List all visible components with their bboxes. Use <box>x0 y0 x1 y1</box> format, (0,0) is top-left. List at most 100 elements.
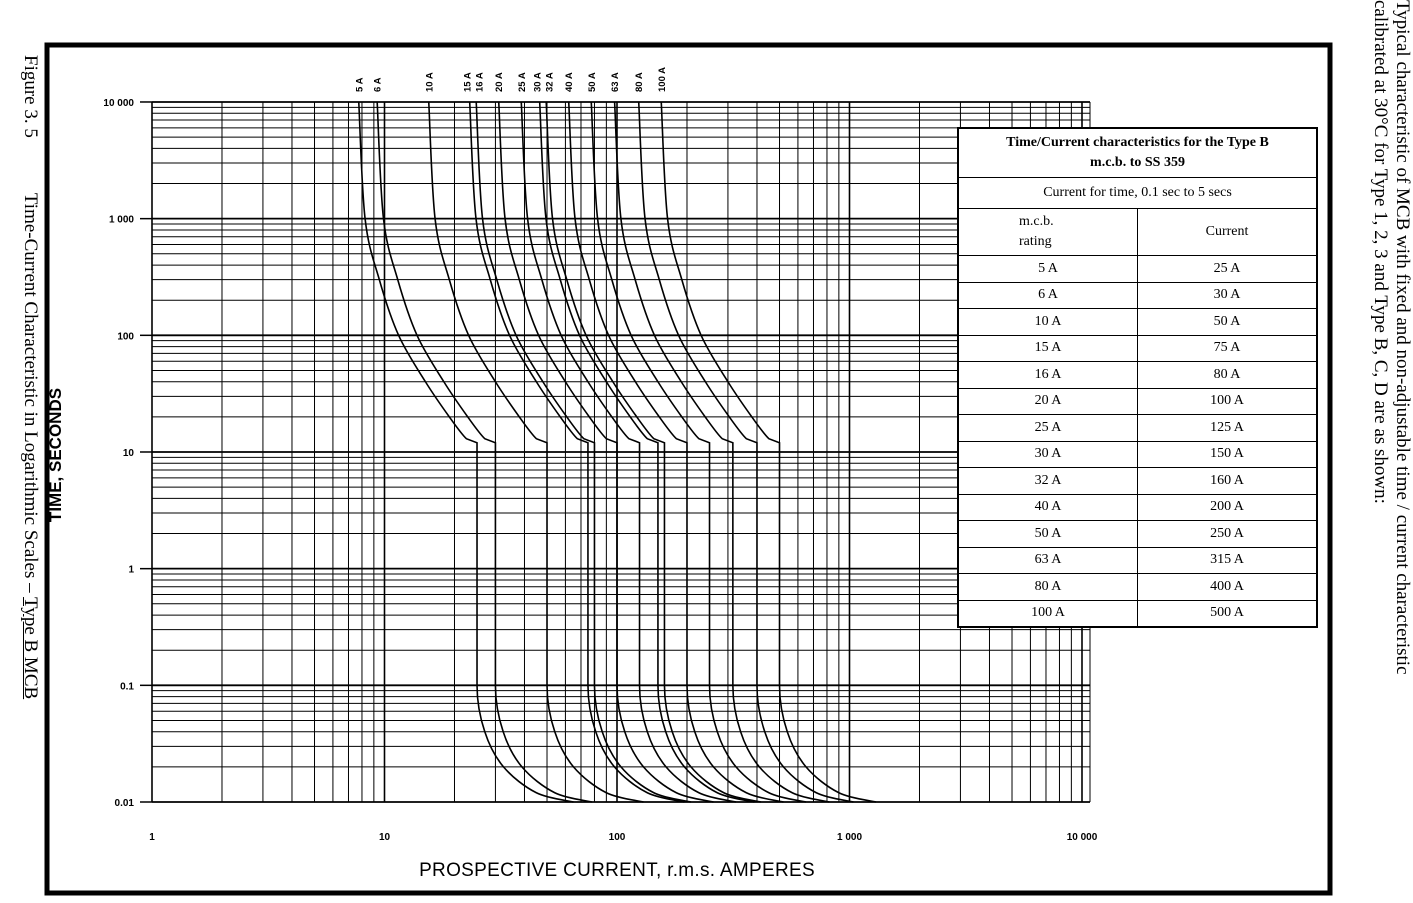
table-row: 20 A 100 A <box>958 387 1317 415</box>
x-axis-label: PROSPECTIVE CURRENT, r.m.s. AMPERES <box>419 860 815 881</box>
curve-40a <box>567 101 784 803</box>
series-label: 10 A <box>424 72 435 92</box>
row-rating: 6 A <box>958 281 1138 309</box>
series-label: 5 A <box>354 77 365 92</box>
series-label: 80 A <box>634 72 645 92</box>
series-label: 6 A <box>373 77 384 92</box>
curve-6a <box>376 101 593 803</box>
curve-15a <box>468 101 685 803</box>
row-current: 400 A <box>1137 573 1317 601</box>
y-tick-label: 1 <box>128 565 134 576</box>
row-rating: 16 A <box>958 361 1138 389</box>
curve-32a <box>545 101 762 803</box>
series-label: 50 A <box>587 72 598 92</box>
table-row: 32 A 160 A <box>958 467 1317 495</box>
curve-63a <box>613 101 830 803</box>
row-current: 100 A <box>1137 387 1317 415</box>
row-current: 50 A <box>1137 308 1317 336</box>
ticks: 10 000 1 000 100 10 1 0.1 0.01 1 10 100 1 000 10 00… <box>103 98 1097 843</box>
series-label: 15 A <box>462 72 473 92</box>
row-current: 80 A <box>1137 361 1317 389</box>
curve-100a <box>660 101 877 803</box>
table-row: 15 A 75 A <box>958 334 1317 362</box>
series-label: 100 A <box>657 67 668 92</box>
row-rating: 25 A <box>958 414 1138 442</box>
table-row: 40 A 200 A <box>958 493 1317 521</box>
x-tick-label: 10 <box>379 832 391 843</box>
table-row: 50 A 250 A <box>958 520 1317 548</box>
row-current: 30 A <box>1137 281 1317 309</box>
table-row: 80 A 400 A <box>958 573 1317 601</box>
x-tick-label: 1 <box>149 832 155 843</box>
row-current: 500 A <box>1137 599 1317 627</box>
y-tick-label: 10 000 <box>103 98 134 109</box>
y-tick-label: 0.01 <box>115 798 135 809</box>
curves <box>357 101 877 803</box>
row-rating: 100 A <box>958 599 1138 627</box>
curve-20a <box>497 101 714 803</box>
row-rating: 32 A <box>958 467 1138 495</box>
series-label: 16 A <box>474 72 485 92</box>
header-rating-line2: rating <box>1019 234 1052 249</box>
chart-frame <box>44 42 1333 896</box>
row-rating: 50 A <box>958 520 1138 548</box>
series-label: 32 A <box>544 72 555 92</box>
y-tick-label: 1 000 <box>109 215 134 226</box>
curve-16a <box>475 101 692 803</box>
x-tick-label: 100 <box>609 832 626 843</box>
series-labels: 5 A 6 A 10 A 15 A 16 A 20 A 25 A 30 A 32 A 40 A 50… <box>354 67 667 92</box>
figure-number: Figure 3. 5 <box>20 55 41 138</box>
row-current: 250 A <box>1137 520 1317 548</box>
curve-10a <box>427 101 644 803</box>
row-rating: 10 A <box>958 308 1138 336</box>
curve-30a <box>538 101 755 803</box>
curve-5a <box>357 101 574 803</box>
caption-text: Time-Current Characteristic in Logarithm… <box>20 192 41 598</box>
row-rating: 15 A <box>958 334 1138 362</box>
caption-emphasis: Type B MCB <box>20 597 41 700</box>
table-row: 10 A 50 A <box>958 308 1317 336</box>
row-rating: 20 A <box>958 387 1138 415</box>
table-row: 16 A 80 A <box>958 361 1317 389</box>
row-rating: 63 A <box>958 546 1138 574</box>
series-label: 63 A <box>610 72 621 92</box>
header-rating-line1: m.c.b. <box>1019 214 1054 229</box>
curve-50a <box>590 101 807 803</box>
table-row: 30 A 150 A <box>958 440 1317 468</box>
table-subtitle: Current for time, 0.1 sec to 5 secs <box>958 177 1317 209</box>
series-label: 40 A <box>564 72 575 92</box>
table-title-line1: Time/Current characteristics for the Typ… <box>1006 135 1269 150</box>
header-rating: m.c.b. rating <box>958 208 1138 256</box>
row-current: 75 A <box>1137 334 1317 362</box>
row-rating: 30 A <box>958 440 1138 468</box>
table-title: Time/Current characteristics for the Typ… <box>958 128 1317 178</box>
row-rating: 40 A <box>958 493 1138 521</box>
side-note-line2: calibrated at 30°C for Type 1, 2, 3 and … <box>1370 0 1391 504</box>
figure-caption: Figure 3. 5 Time-Current Characteristic i… <box>18 55 42 895</box>
row-current: 200 A <box>1137 493 1317 521</box>
table-row: 25 A 125 A <box>958 414 1317 442</box>
table-row: 100 A 500 A <box>958 599 1317 627</box>
side-note-line1: Typical characteristic of MCB with fixed… <box>1392 0 1413 675</box>
curve-25a <box>520 101 737 803</box>
row-current: 25 A <box>1137 255 1317 283</box>
y-axis-label: TIME, SECONDS <box>46 387 65 523</box>
row-current: 125 A <box>1137 414 1317 442</box>
series-label: 25 A <box>517 72 528 92</box>
y-tick-label: 0.1 <box>120 681 134 692</box>
row-current: 315 A <box>1137 546 1317 574</box>
row-current: 150 A <box>1137 440 1317 468</box>
y-tick-label: 100 <box>117 331 134 342</box>
table-title-line2: m.c.b. to SS 359 <box>1090 155 1185 170</box>
row-rating: 80 A <box>958 573 1138 601</box>
x-tick-label: 1 000 <box>837 832 862 843</box>
row-current: 160 A <box>1137 467 1317 495</box>
table-row: 6 A 30 A <box>958 281 1317 309</box>
table-row: 63 A 315 A <box>958 546 1317 574</box>
y-tick-label: 10 <box>123 448 135 459</box>
x-tick-label: 10 000 <box>1067 832 1098 843</box>
header-current: Current <box>1137 208 1317 256</box>
series-label: 20 A <box>494 72 505 92</box>
grid <box>151 101 1091 803</box>
